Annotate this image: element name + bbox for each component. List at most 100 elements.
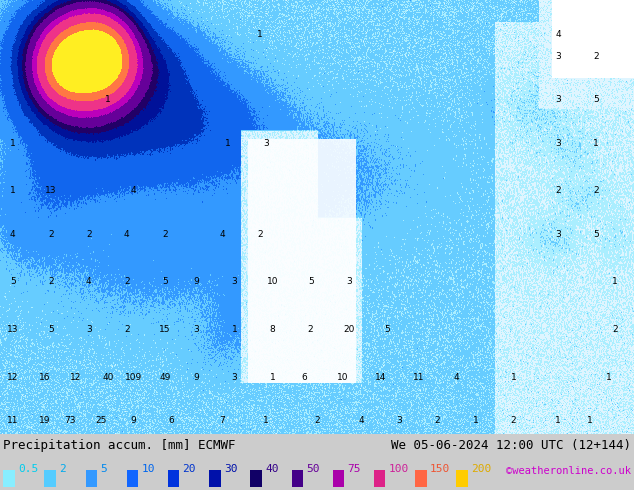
Bar [127,470,138,487]
Text: 12: 12 [70,373,82,382]
Text: 4: 4 [124,230,129,239]
Text: 2: 2 [511,416,516,425]
Text: 3: 3 [193,325,200,334]
Text: 5: 5 [593,230,599,239]
Text: 1: 1 [269,373,276,382]
Text: 1: 1 [10,186,16,196]
Text: 1: 1 [593,139,599,147]
Text: 5: 5 [100,464,107,474]
Bar [374,470,385,487]
Text: 11: 11 [413,373,424,382]
Text: 1: 1 [10,139,16,147]
Bar [86,470,97,487]
Text: 8: 8 [269,325,276,334]
Text: 2: 2 [48,230,53,239]
Text: 2: 2 [593,52,598,61]
Text: 2: 2 [612,325,618,334]
Text: 4: 4 [131,186,136,196]
Text: 4: 4 [359,416,364,425]
Text: 14: 14 [375,373,386,382]
Text: 9: 9 [130,416,136,425]
Text: 75: 75 [347,464,361,474]
Text: 3: 3 [555,230,561,239]
Text: 4: 4 [10,230,15,239]
Text: 3: 3 [396,416,403,425]
Text: 2: 2 [124,277,129,286]
Bar [44,470,56,487]
Text: 3: 3 [231,277,238,286]
Text: 2: 2 [162,230,167,239]
Text: 1: 1 [231,325,238,334]
Text: 0.5: 0.5 [18,464,38,474]
Text: 2: 2 [48,277,53,286]
Text: 7: 7 [219,416,225,425]
Text: 1: 1 [105,95,111,104]
Bar [456,470,468,487]
Text: ©weatheronline.co.uk: ©weatheronline.co.uk [506,466,631,476]
Bar [292,470,303,487]
Text: 4: 4 [219,230,224,239]
Text: 20: 20 [183,464,196,474]
Text: 4: 4 [555,30,560,39]
Text: We 05-06-2024 12:00 UTC (12+144): We 05-06-2024 12:00 UTC (12+144) [391,439,631,452]
Text: 13: 13 [45,186,56,196]
Text: 1: 1 [225,139,231,147]
Text: 1: 1 [263,416,269,425]
Text: 5: 5 [162,277,168,286]
Text: 3: 3 [555,139,561,147]
Text: 3: 3 [86,325,92,334]
Text: 5: 5 [10,277,16,286]
Text: 2: 2 [314,416,320,425]
Bar [168,470,179,487]
Text: 10: 10 [337,373,348,382]
Text: 2: 2 [86,230,91,239]
Text: 1: 1 [612,277,618,286]
Text: 10: 10 [141,464,155,474]
Text: 150: 150 [430,464,450,474]
Text: 49: 49 [159,373,171,382]
Text: 2: 2 [59,464,66,474]
Text: 3: 3 [346,277,352,286]
Text: 4: 4 [454,373,459,382]
Text: 40: 40 [102,373,113,382]
Text: 20: 20 [343,325,354,334]
Text: 4: 4 [86,277,91,286]
Text: 2: 2 [593,186,598,196]
Text: 25: 25 [96,416,107,425]
Text: 6: 6 [301,373,307,382]
Text: 1: 1 [555,416,561,425]
Text: 1: 1 [605,373,612,382]
Text: 109: 109 [124,373,142,382]
Bar [209,470,221,487]
Text: 1: 1 [510,373,517,382]
Text: 2: 2 [435,416,440,425]
Text: 3: 3 [263,139,269,147]
Text: 2: 2 [257,230,262,239]
Text: 5: 5 [48,325,54,334]
Text: 30: 30 [224,464,237,474]
Text: 200: 200 [471,464,491,474]
Text: 12: 12 [7,373,18,382]
Text: 16: 16 [39,373,50,382]
Text: 1: 1 [586,416,593,425]
Text: 5: 5 [384,325,390,334]
Text: 2: 2 [555,186,560,196]
Text: 100: 100 [389,464,409,474]
Text: 73: 73 [64,416,75,425]
Bar [3,470,15,487]
Bar [415,470,427,487]
Text: 19: 19 [39,416,50,425]
Text: 5: 5 [593,95,599,104]
Text: 50: 50 [306,464,320,474]
Text: 15: 15 [159,325,171,334]
Text: 3: 3 [555,52,561,61]
Bar [250,470,262,487]
Text: 13: 13 [7,325,18,334]
Text: 1: 1 [472,416,479,425]
Text: Precipitation accum. [mm] ECMWF: Precipitation accum. [mm] ECMWF [3,439,236,452]
Text: 2: 2 [124,325,129,334]
Text: 5: 5 [307,277,314,286]
Text: 3: 3 [555,95,561,104]
Text: 9: 9 [193,277,200,286]
Text: 1: 1 [257,30,263,39]
